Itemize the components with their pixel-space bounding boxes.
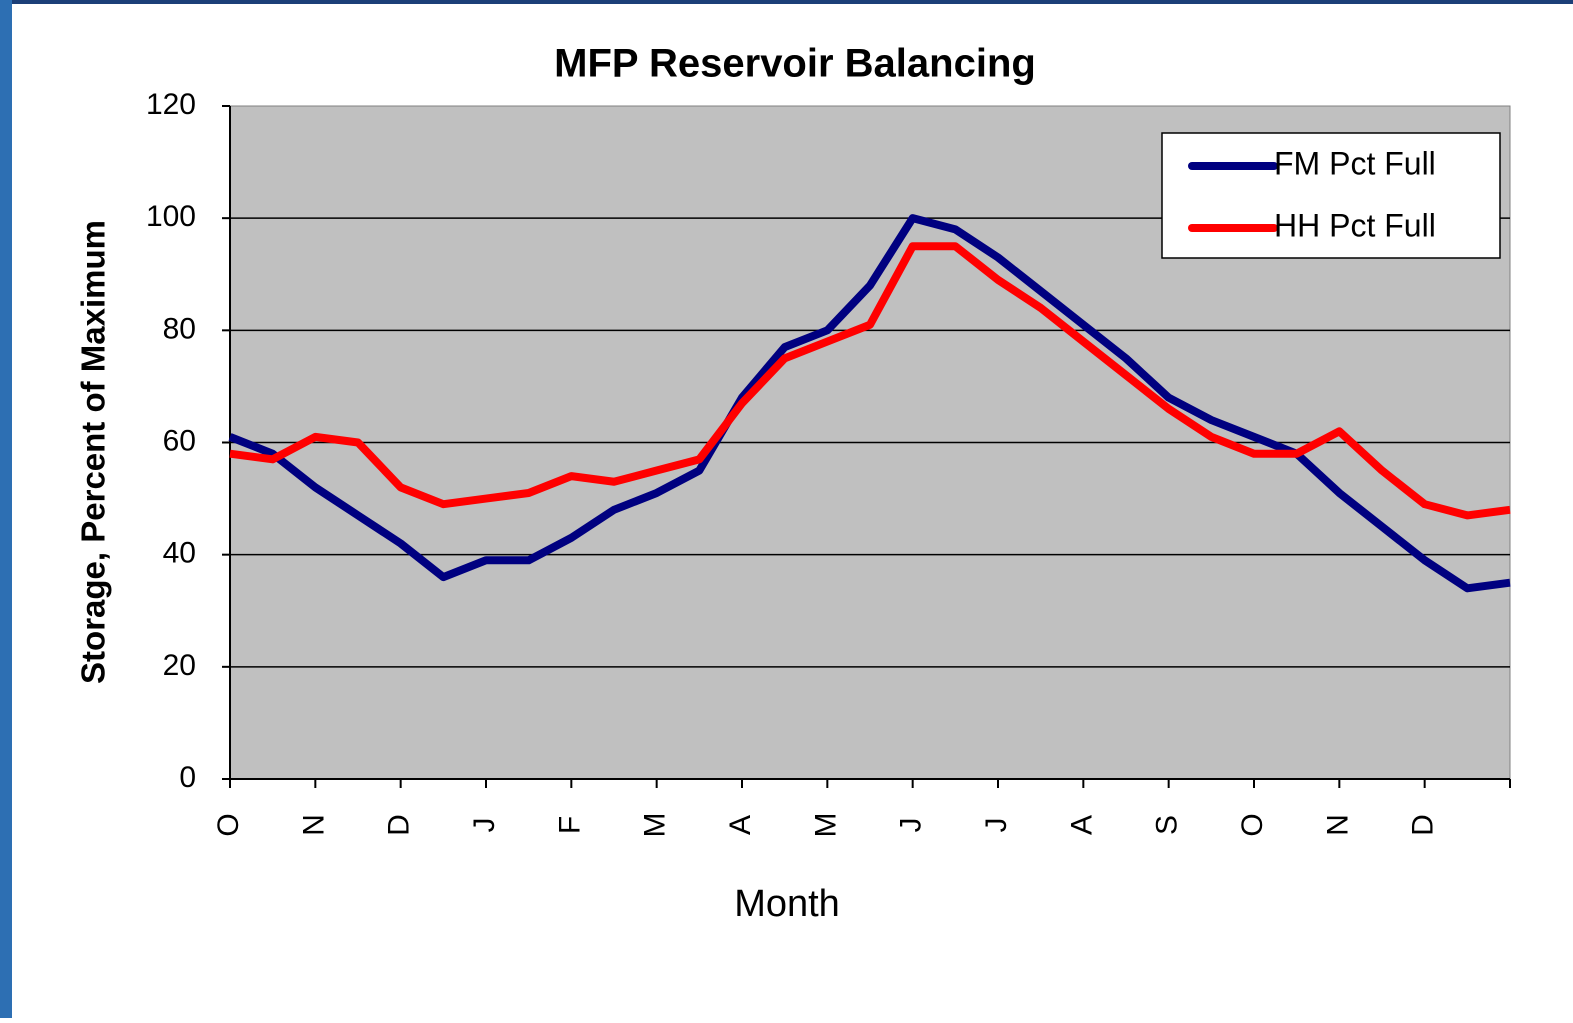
x-tick-label: A (724, 815, 757, 835)
y-tick-label: 80 (163, 312, 196, 345)
x-tick-label: O (1236, 813, 1269, 836)
y-tick-label: 120 (146, 88, 196, 121)
x-tick-label: M (639, 813, 672, 838)
legend-box (1161, 132, 1501, 259)
frame-left (0, 0, 12, 1018)
x-tick-label: N (1321, 814, 1354, 836)
frame-top (0, 0, 1573, 4)
y-tick-label: 0 (179, 761, 196, 794)
line-series (229, 242, 1511, 520)
x-tick-label: J (980, 818, 1013, 833)
x-tick-label: D (1407, 814, 1440, 836)
chart-title: MFP Reservoir Balancing (554, 42, 1036, 86)
x-tick-label: N (297, 814, 330, 836)
y-tick-label: 60 (163, 424, 196, 457)
x-tick-label: O (212, 813, 245, 836)
x-tick-label: M (809, 813, 842, 838)
x-tick-label: A (1065, 815, 1098, 835)
y-tick-label: 40 (163, 537, 196, 570)
x-tick-label: S (1151, 815, 1184, 835)
x-tick-label: J (468, 818, 501, 833)
y-tick-label: 100 (146, 200, 196, 233)
x-tick-label: J (895, 818, 928, 833)
x-axis-label: Month (734, 883, 840, 925)
legend-label: HH Pct Full (1274, 207, 1436, 243)
x-tick-label: D (383, 814, 416, 836)
legend-label: FM Pct Full (1274, 145, 1436, 181)
x-tick-label: F (553, 816, 586, 834)
y-tick-label: 20 (163, 649, 196, 682)
y-axis-label: Storage, Percent of Maximum (75, 220, 112, 684)
